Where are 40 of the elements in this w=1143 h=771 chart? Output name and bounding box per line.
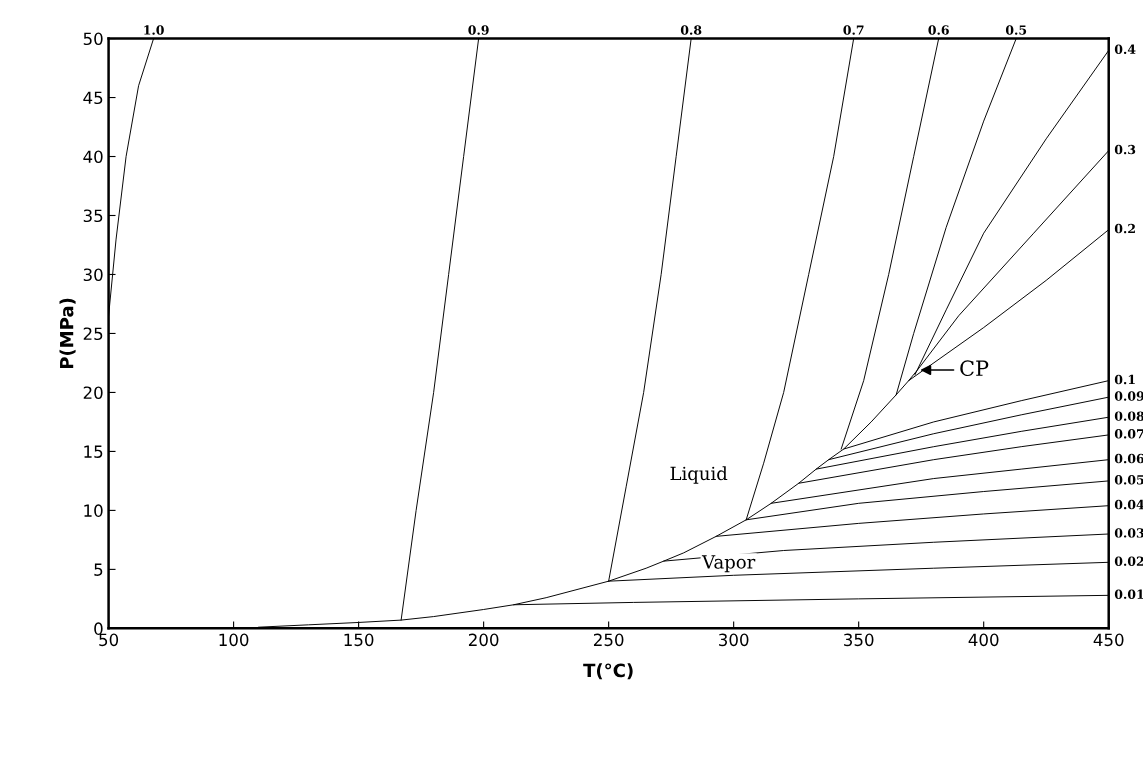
series-label: 0.9	[468, 25, 489, 35]
y-tick-label: 5	[94, 563, 103, 576]
annotation: Vapor	[701, 555, 756, 573]
y-tick-label: 40	[83, 150, 103, 164]
series-label: 0.01	[1114, 589, 1143, 599]
series-label: 0.1	[1114, 374, 1135, 385]
x-tick-label: 350	[844, 633, 874, 647]
y-tick-label: 50	[83, 32, 103, 46]
x-tick-label: 250	[593, 633, 624, 647]
series-label: 0.6	[928, 25, 949, 35]
series-label: 0.3	[1114, 144, 1136, 155]
y-tick-label: 20	[83, 386, 103, 400]
series-label: 0.2	[1114, 223, 1135, 234]
series-label: 0.03	[1114, 528, 1143, 538]
y-axis-title: P(MPa)	[59, 298, 76, 369]
x-tick-label: 400	[968, 633, 999, 647]
y-tick-label: 45	[83, 91, 103, 105]
y-tick-label: 25	[83, 327, 103, 341]
x-tick-label: 150	[344, 633, 374, 647]
y-tick-label: 10	[84, 504, 103, 517]
y-tick-label: 30	[83, 268, 103, 282]
y-tick-label: 15	[84, 445, 103, 458]
series-label: 0.5	[1005, 25, 1027, 35]
series-label: 0.7	[843, 25, 864, 35]
x-tick-label: 200	[468, 633, 499, 647]
x-tick-label: 300	[719, 633, 749, 647]
x-axis-title: T(°C)	[583, 663, 633, 680]
annotation: Liquid	[670, 466, 728, 484]
annotation: CP	[960, 360, 989, 377]
y-tick-label: 35	[83, 209, 103, 223]
series-label: 0.09	[1114, 391, 1143, 401]
series-label: 0.07	[1114, 429, 1143, 439]
series-label: 0.05	[1114, 475, 1143, 485]
y-tick-label: 0	[94, 622, 103, 635]
series-label: 0.4	[1114, 44, 1136, 54]
series-label: 1.0	[144, 25, 164, 35]
series-label: 0.02	[1114, 556, 1143, 566]
series-label: 0.8	[680, 25, 702, 35]
x-tick-label: 450	[1093, 633, 1124, 647]
x-tick-label: 100	[219, 633, 249, 647]
